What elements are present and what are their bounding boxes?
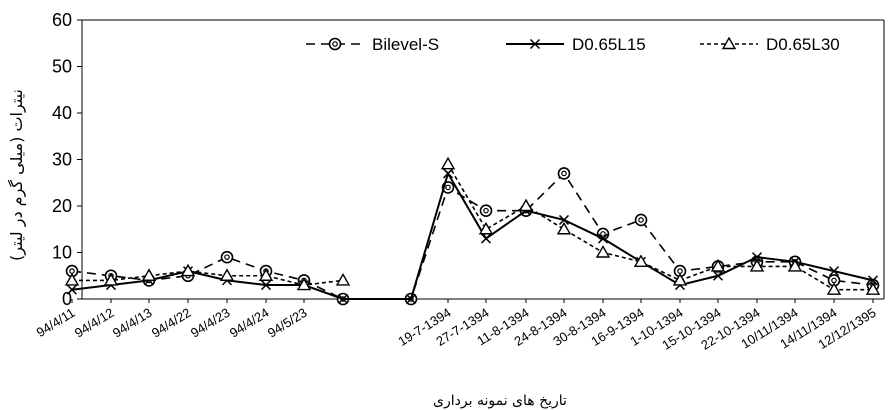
series-d0-65l15 [66, 168, 879, 305]
data-point [749, 259, 765, 272]
data-point [440, 156, 456, 170]
data-point [479, 204, 493, 217]
y-tick-label: 30 [52, 150, 72, 170]
data-point [867, 275, 879, 286]
data-point [337, 293, 349, 305]
x-tick-label: 94/4/24 [227, 305, 272, 341]
series-line [72, 270, 344, 286]
x-tick-label: 94/4/13 [110, 305, 155, 341]
data-point [480, 233, 492, 244]
legend: Bilevel-S D0.65L15 D0.65L30 [306, 35, 840, 54]
legend-label: D0.65L30 [766, 35, 840, 54]
legend-label: Bilevel-S [372, 35, 439, 54]
data-point [260, 280, 272, 291]
data-point-inner [638, 217, 644, 223]
data-point [442, 168, 454, 179]
data-point [721, 36, 737, 50]
data-point [595, 245, 611, 258]
series-bilevel-s [65, 167, 880, 306]
data-point [141, 268, 157, 281]
data-point [826, 282, 842, 295]
data-point [258, 268, 274, 281]
series-layer [64, 156, 881, 306]
data-point [328, 37, 342, 51]
data-point [633, 254, 649, 267]
data-point [405, 293, 417, 305]
data-point [865, 282, 881, 295]
data-point [751, 252, 763, 263]
data-point-inner [224, 254, 230, 260]
data-point [180, 263, 196, 277]
data-point [787, 259, 803, 272]
data-point [828, 266, 840, 277]
data-point-inner [483, 207, 489, 214]
data-point [558, 214, 570, 225]
data-point [64, 272, 80, 286]
x-axis-title: تاریخ های نمونه برداری [433, 393, 567, 409]
data-point [66, 284, 78, 295]
data-point-inner [445, 184, 451, 191]
data-point [672, 272, 688, 286]
x-tick-label: 94/4/23 [188, 305, 233, 341]
data-point [557, 167, 571, 180]
series-d0-65l30 [64, 156, 881, 295]
data-point [296, 277, 312, 291]
legend-item: D0.65L30 [700, 35, 840, 54]
data-point [529, 38, 541, 50]
data-point-inner [600, 231, 606, 237]
x-tick-label: 94/5/23 [265, 305, 310, 341]
y-tick-label: 10 [52, 243, 72, 263]
data-point [478, 221, 494, 235]
data-point [335, 272, 351, 286]
legend-label: D0.65L15 [572, 35, 646, 54]
data-point [518, 198, 534, 212]
x-tick-label: 94/4/22 [149, 305, 194, 341]
data-point [219, 268, 235, 281]
series-line [447, 163, 873, 291]
y-tick-label: 20 [52, 196, 72, 216]
y-tick-label: 50 [52, 57, 72, 77]
data-point [712, 270, 724, 281]
data-point [634, 213, 648, 227]
data-point [710, 259, 726, 272]
x-tick-label: 94/4/12 [72, 305, 117, 341]
x-tick-label: 94/4/11 [34, 305, 78, 340]
data-point-inner [332, 41, 338, 47]
legend-item: D0.65L15 [506, 35, 646, 54]
data-point-inner [561, 170, 567, 177]
y-tick-label: 40 [52, 103, 72, 123]
y-axis-title: نیترات (میلی گرم در لیتر) [7, 89, 27, 261]
y-tick-label: 60 [52, 10, 72, 30]
legend-item: Bilevel-S [306, 35, 439, 54]
data-point [220, 250, 234, 264]
data-point [597, 233, 609, 244]
data-point [103, 272, 119, 286]
y-tick-label: 0 [62, 289, 72, 309]
data-point [556, 221, 572, 235]
axes: 010203040506094/4/1194/4/1294/4/1394/4/2… [34, 10, 885, 353]
